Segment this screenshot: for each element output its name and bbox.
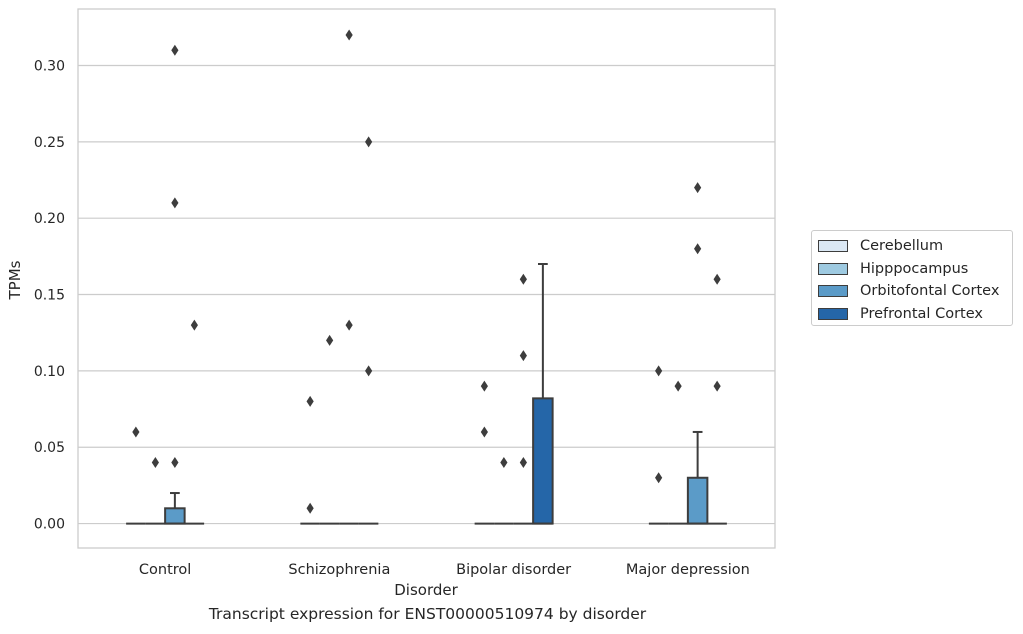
category-group [474,262,554,525]
legend-swatch [818,285,848,298]
outlier-point [480,380,488,392]
category-group [126,44,205,525]
x-tick-label: Control [139,562,191,578]
legend-item-orbitofrontal-cortex: Orbitofontal Cortex [818,280,1012,303]
box [686,476,709,525]
y-tick-label: 0.00 [34,517,65,533]
outlier-point [306,502,314,514]
outlier-point [171,197,179,209]
category-group [648,182,727,525]
outlier-point [694,182,702,194]
outlier-point [694,243,702,255]
gridlines [78,64,775,525]
legend-label: Orbitofontal Cortex [860,283,1000,300]
y-tick-label: 0.05 [34,440,65,456]
category-group [300,29,379,525]
legend: Cerebellum Hipppocampus Orbitofontal Cor… [811,230,1013,326]
outlier-point [132,426,140,438]
boxes [126,29,727,525]
outlier-point [151,456,159,468]
x-tick-label: Schizophrenia [288,562,390,578]
outlier-point [655,365,663,377]
outlier-point [365,136,373,148]
outlier-point [345,29,353,41]
outlier-point [713,273,721,285]
y-tick-label: 0.10 [34,364,65,380]
outlier-point [713,380,721,392]
outlier-point [171,456,179,468]
y-tick-labels: 0.00 0.05 0.10 0.15 0.20 0.25 0.30 [34,58,65,532]
y-tick-label: 0.15 [34,288,65,304]
legend-swatch [818,240,848,253]
plot-frame [77,8,776,549]
legend-item-prefrontal-cortex: Prefrontal Cortex [818,303,1012,326]
y-tick-label: 0.25 [34,135,65,151]
box [532,397,554,525]
legend-label: Cerebellum [860,238,944,255]
outlier-point [674,380,682,392]
y-tick-label: 0.30 [34,58,65,74]
outlier-point [655,472,663,484]
chart-caption: Transcript expression for ENST0000051097… [208,605,647,623]
legend-label: Hipppocampus [860,260,969,277]
x-axis-label: Disorder [394,581,458,599]
outlier-point [519,350,527,362]
legend-item-cerebellum: Cerebellum [818,235,1012,258]
legend-swatch [818,307,848,320]
outlier-point [519,456,527,468]
outlier-point [190,319,198,331]
outlier-point [171,44,179,56]
legend-item-hippocampus: Hipppocampus [818,258,1012,281]
outlier-point [500,456,508,468]
outlier-point [345,319,353,331]
outlier-point [326,334,334,346]
outlier-point [480,426,488,438]
x-tick-label: Bipolar disorder [456,562,571,578]
legend-swatch [818,262,848,275]
outlier-point [365,365,373,377]
x-tick-label: Major depression [626,562,750,578]
y-tick-label: 0.20 [34,211,65,227]
legend-label: Prefrontal Cortex [860,305,983,322]
y-axis-label: TPMs [6,260,24,300]
outlier-point [519,273,527,285]
box [164,507,186,525]
x-tick-labels: Control Schizophrenia Bipolar disorder Majo… [139,562,750,578]
outlier-point [306,395,314,407]
